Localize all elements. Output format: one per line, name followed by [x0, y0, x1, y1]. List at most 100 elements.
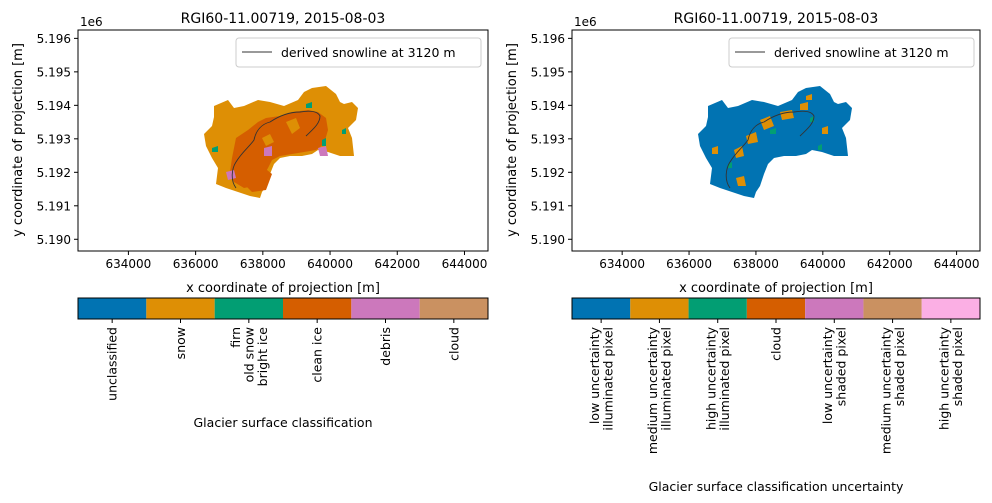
x-tick-label: 638000: [240, 257, 286, 271]
colorbar-tick-label: snow: [173, 327, 188, 359]
colorbar: unclassified snow firnold snowbright ice cl…: [77, 297, 489, 401]
glacier-body: [698, 86, 852, 198]
legend-label: derived snowline at 3120 m: [281, 45, 456, 60]
colorbar-swatch: [688, 298, 747, 319]
debris-patch: [226, 170, 236, 180]
colorbar-swatch: [572, 298, 631, 319]
medium-uncertainty-patch: [822, 126, 828, 134]
legend-label: derived snowline at 3120 m: [774, 45, 949, 60]
panel-title: RGI60-11.00719, 2015-08-03: [674, 11, 879, 27]
y-axis-label: y coordinate of projection [m]: [505, 43, 520, 237]
snowline: [725, 110, 815, 189]
colorbar-swatch: [921, 298, 980, 319]
legend: derived snowline at 3120 m: [728, 37, 975, 68]
legend: derived snowline at 3120 m: [235, 37, 482, 68]
legend-frame: [235, 37, 482, 68]
y-tick-label: 5.194: [37, 99, 71, 113]
colorbar-tick-label: medium uncertaintyilluminated pixel: [645, 326, 674, 454]
snow-patch: [286, 118, 300, 134]
colorbar-tick-label: low uncertaintyshaded pixel: [820, 326, 849, 424]
glacier-map: [204, 86, 358, 198]
y-tick-label: 5.196: [531, 32, 565, 46]
x-tick-label: 640000: [307, 257, 353, 271]
colorbar-tick-label: high uncertaintyilluminated pixel: [703, 326, 732, 430]
x-tick-label: 640000: [800, 257, 846, 271]
y-tick-label: 5.196: [37, 32, 71, 46]
plot-frame: [571, 29, 981, 252]
x-tick-label: 634000: [599, 257, 645, 271]
y-tick-label: 5.195: [531, 65, 565, 79]
x-tick-label: 636000: [666, 257, 712, 271]
colorbar-tick-label: cloud: [446, 327, 461, 361]
firn-patch: [322, 138, 326, 146]
colorbar-tick-label: unclassified: [105, 327, 120, 401]
debris-patch: [264, 146, 272, 156]
medium-uncertainty-patch: [736, 176, 746, 186]
colorbar-swatch: [78, 298, 147, 319]
medium-uncertainty-patch: [734, 146, 744, 158]
colorbar-tick-label: low uncertaintyilluminated pixel: [587, 326, 616, 430]
colorbar-tick-label: debris: [378, 327, 393, 366]
debris-patch: [318, 146, 328, 156]
firn-patch: [212, 146, 218, 152]
colorbar-tick-label: medium uncertaintyshaded pixel: [878, 326, 907, 454]
legend-frame: [728, 37, 975, 68]
x-tick-label: 642000: [867, 257, 913, 271]
x-tick-label: 636000: [173, 257, 219, 271]
y-tick-label: 5.194: [531, 99, 565, 113]
x-tick-label: 638000: [733, 257, 779, 271]
y-tick-label: 5.193: [531, 132, 565, 146]
x-axis-label: x coordinate of projection [m]: [679, 281, 873, 296]
panel-classification: RGI60-11.00719, 2015-08-03 1e6 634000 636…: [11, 11, 489, 430]
y-tick-label: 5.195: [37, 65, 71, 79]
colorbar-swatch: [805, 298, 864, 319]
x-tick-label: 634000: [106, 257, 152, 271]
panel-uncertainty: RGI60-11.00719, 2015-08-03 1e6 634000 636…: [505, 11, 981, 494]
medium-uncertainty-patch: [806, 94, 812, 100]
snow-patch: [262, 134, 274, 146]
glacier-map: [698, 86, 852, 198]
medium-uncertainty-patch: [800, 102, 808, 110]
clean-ice-patch: [242, 166, 272, 192]
colorbar-tick-label: cloud: [769, 327, 784, 361]
colorbar-label: Glacier surface classification: [194, 415, 373, 430]
y-offset-label: 1e6: [574, 15, 597, 29]
x-tick-label: 644000: [442, 257, 488, 271]
y-tick-label: 5.190: [531, 233, 565, 247]
colorbar-swatch: [863, 298, 922, 319]
snowline: [231, 110, 321, 189]
y-tick-label: 5.191: [531, 199, 565, 213]
y-axis-label: y coordinate of projection [m]: [11, 43, 26, 237]
medium-uncertainty-patch: [712, 146, 718, 154]
colorbar-swatch: [146, 298, 215, 319]
colorbar-tick-label: firnold snowbright ice: [228, 327, 270, 387]
panel-title: RGI60-11.00719, 2015-08-03: [181, 11, 386, 27]
colorbar-swatch: [214, 298, 283, 319]
x-axis-label: x coordinate of projection [m]: [186, 281, 380, 296]
y-tick-label: 5.190: [37, 233, 71, 247]
x-tick-label: 644000: [934, 257, 980, 271]
high-uncertainty-patch: [818, 144, 822, 150]
colorbar-swatch: [746, 298, 806, 319]
high-uncertainty-patch: [770, 128, 776, 134]
y-tick-label: 5.192: [37, 166, 71, 180]
colorbar-frame: [77, 297, 489, 320]
colorbar-swatch: [283, 298, 352, 319]
colorbar-tick-label: clean ice: [310, 327, 325, 383]
y-tick-label: 5.193: [37, 132, 71, 146]
y-tick-label: 5.191: [37, 199, 71, 213]
colorbar-swatch: [419, 298, 488, 319]
medium-uncertainty-patch: [760, 116, 774, 130]
colorbar-tick-label: high uncertaintyshaded pixel: [937, 326, 966, 430]
colorbar-swatch: [630, 298, 689, 319]
y-offset-label: 1e6: [80, 15, 103, 29]
plot-frame: [77, 29, 489, 252]
colorbar-swatch: [351, 298, 420, 319]
firn-patch: [306, 102, 312, 108]
firn-patch: [342, 128, 346, 134]
y-tick-label: 5.192: [531, 166, 565, 180]
colorbar: low uncertaintyilluminated pixel medium u…: [571, 297, 981, 454]
colorbar-label: Glacier surface classification uncertain…: [649, 479, 904, 494]
x-tick-label: 642000: [374, 257, 420, 271]
